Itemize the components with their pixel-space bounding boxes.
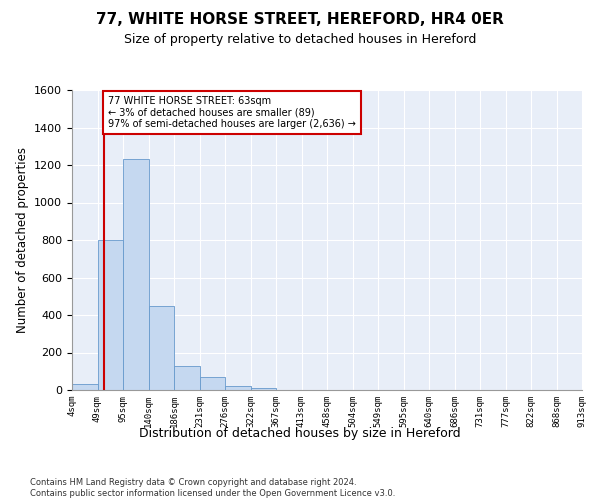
Text: Contains HM Land Registry data © Crown copyright and database right 2024.
Contai: Contains HM Land Registry data © Crown c…: [30, 478, 395, 498]
Text: Distribution of detached houses by size in Hereford: Distribution of detached houses by size …: [139, 428, 461, 440]
Y-axis label: Number of detached properties: Number of detached properties: [16, 147, 29, 333]
Bar: [174, 366, 199, 390]
Bar: [72, 384, 97, 390]
Bar: [123, 160, 149, 390]
Bar: [199, 377, 225, 390]
Text: Size of property relative to detached houses in Hereford: Size of property relative to detached ho…: [124, 32, 476, 46]
Bar: [149, 306, 174, 390]
Bar: [251, 388, 276, 390]
Text: 77, WHITE HORSE STREET, HEREFORD, HR4 0ER: 77, WHITE HORSE STREET, HEREFORD, HR4 0E…: [96, 12, 504, 28]
Bar: [97, 240, 123, 390]
Text: 77 WHITE HORSE STREET: 63sqm
← 3% of detached houses are smaller (89)
97% of sem: 77 WHITE HORSE STREET: 63sqm ← 3% of det…: [108, 96, 356, 129]
Bar: [225, 386, 251, 390]
